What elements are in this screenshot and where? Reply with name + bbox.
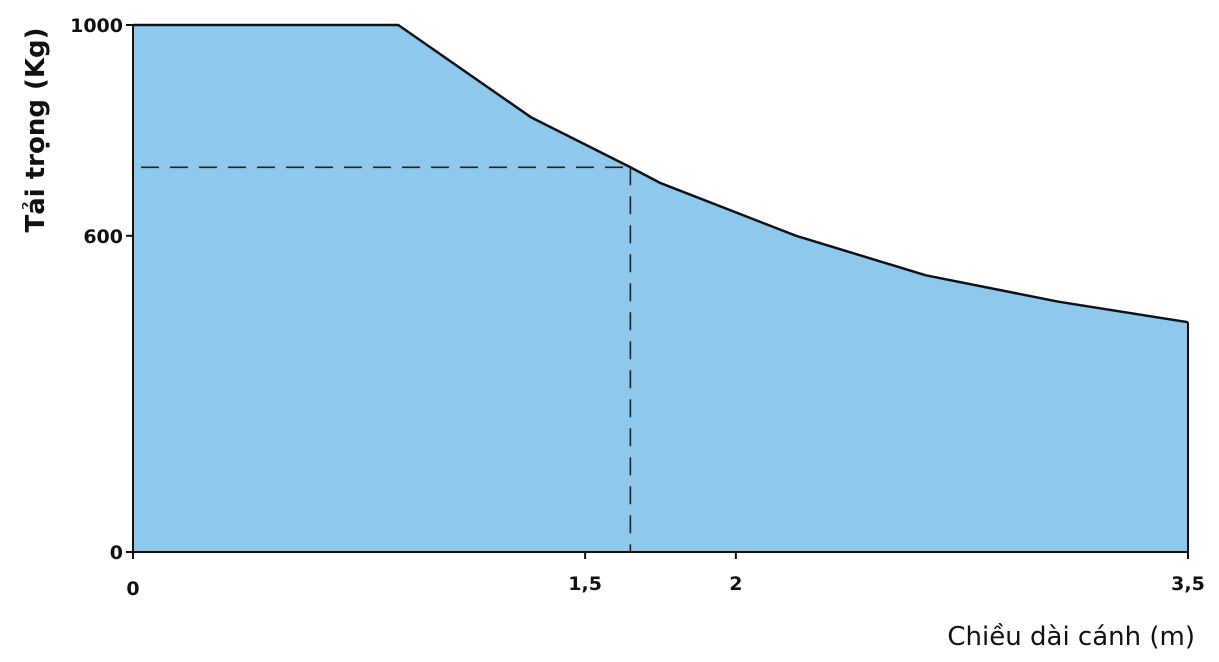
y-axis-label: Tải trọng (Kg) (20, 27, 51, 232)
x-tick-label: 3,5 (1171, 573, 1205, 595)
x-tick-label: 0 (126, 578, 139, 600)
load-curve-line (133, 23, 1189, 324)
tick-labels: 0 600 1000 0 1,5 2 3,5 (70, 15, 1205, 600)
y-tick-label: 600 (83, 226, 123, 248)
plot-area (126, 23, 1189, 559)
x-tick-label: 2 (729, 573, 742, 595)
x-tick-label: 1,5 (568, 573, 602, 595)
x-axis-label: Chiều dài cánh (m) (947, 622, 1195, 652)
y-tick-label: 0 (110, 542, 123, 564)
load-area (133, 25, 1188, 552)
y-tick-label: 1000 (70, 15, 123, 37)
